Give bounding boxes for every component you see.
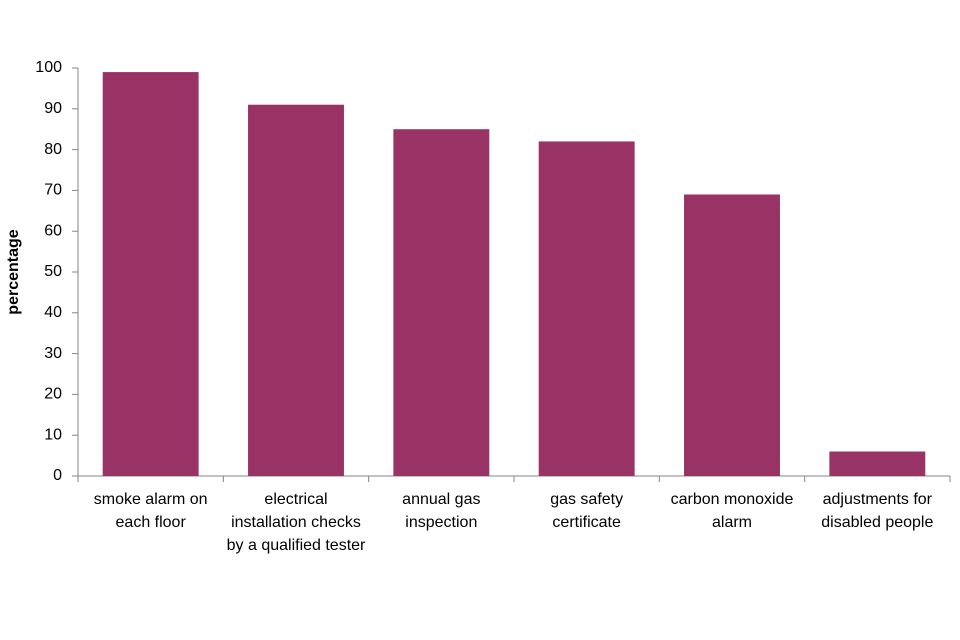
y-tick-label: 60 <box>44 222 62 239</box>
bar <box>393 129 490 476</box>
x-tick-label: annual gas inspection <box>402 491 481 531</box>
bar <box>102 72 199 476</box>
bar <box>248 104 344 476</box>
y-tick-label: 100 <box>35 59 62 76</box>
y-tick-label: 80 <box>44 141 62 158</box>
y-tick-label: 40 <box>44 304 62 321</box>
y-tick-label: 90 <box>44 100 62 117</box>
x-tick-label: electrical installation checks by a qual… <box>226 491 366 554</box>
bar <box>538 141 635 476</box>
x-tick-label: carbon monoxide alarm <box>670 491 794 531</box>
bar <box>684 194 780 477</box>
y-tick-label: 10 <box>44 426 62 443</box>
bar <box>829 451 926 476</box>
y-tick-label: 0 <box>53 467 62 484</box>
x-tick-label: gas safety certificate <box>550 491 624 531</box>
y-tick-label: 20 <box>44 386 62 403</box>
y-axis-label: percentage <box>5 229 22 314</box>
x-tick-label: adjustments for disabled people <box>821 491 934 531</box>
x-tick-label: smoke alarm on each floor <box>93 491 208 531</box>
y-tick-label: 50 <box>44 263 62 280</box>
y-tick-label: 30 <box>44 345 62 362</box>
y-tick-label: 70 <box>44 182 62 199</box>
